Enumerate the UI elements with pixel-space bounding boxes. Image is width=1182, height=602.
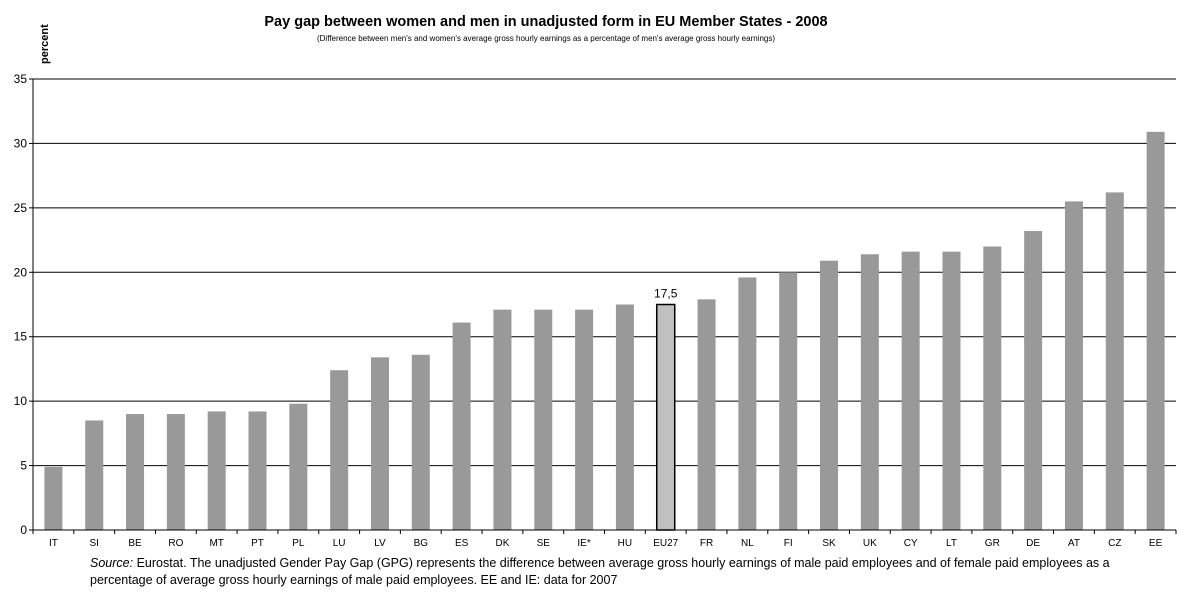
x-category-label: LT [946,538,957,549]
bar-eu27 [655,303,676,531]
x-category-label: AT [1068,538,1080,549]
bar-lu [330,370,349,530]
x-category-label: CZ [1108,538,1121,549]
bar-lv [370,357,389,530]
y-tick-label: 35 [14,72,28,86]
bar-cz [1105,192,1124,530]
bar-hu [615,304,634,530]
bar-cy [901,251,920,530]
x-category-label: FR [700,538,713,549]
bar-se [534,309,553,530]
x-category-label: MT [209,538,223,549]
bar-pl [289,403,308,530]
bar-chart: Pay gap between women and men in unadjus… [14,14,1177,549]
y-tick-label: 5 [20,459,27,473]
x-category-label: BG [414,538,429,549]
bar-si [85,420,104,530]
x-category-label: CY [904,538,918,549]
chart-subtitle: (Difference between men's and women's av… [317,34,775,43]
x-category-label: DK [495,538,509,549]
x-category-label: NL [741,538,754,549]
x-category-label: SE [537,538,551,549]
bar-de [1024,231,1043,530]
bar-bg [411,354,430,530]
bar-sk [820,260,839,530]
bar-uk [860,254,879,530]
axes [32,79,1176,531]
x-category-label: SI [90,538,99,549]
gridlines [33,78,1176,467]
source-label: Source: [90,556,134,570]
x-category-label: ES [455,538,469,549]
bar-at [1064,201,1083,530]
bar-lt [942,251,961,530]
bar-gr [983,246,1002,530]
bar-nl [738,277,757,530]
y-tick-label: 25 [14,201,28,215]
x-category-label: BE [128,538,142,549]
x-category-label: UK [863,538,877,549]
x-category-label: RO [168,538,183,549]
bar-it [44,466,63,530]
x-category-label: GR [985,538,1000,549]
y-tick-label: 15 [14,330,28,344]
bar-ee [1146,131,1165,530]
x-category-label: FI [784,538,793,549]
bar-es [452,322,471,530]
bar-fr [697,299,716,530]
bar-fi [779,272,798,530]
x-category-label: DE [1026,538,1040,549]
x-category-label: HU [618,538,632,549]
bar-ie [575,309,594,530]
x-category-label: PL [292,538,305,549]
x-category-label: SK [822,538,836,549]
bar-pt [248,411,267,530]
x-category-label: IE* [577,538,590,549]
x-category-label: LU [333,538,346,549]
y-axis-label: percent [39,24,51,64]
x-category-label: LV [374,538,386,549]
data-label-eu27: 17,5 [654,287,678,301]
y-tick-label: 0 [20,523,27,537]
y-tick-label: 10 [14,394,28,408]
x-category-label: EU27 [653,538,678,549]
bar-dk [493,309,512,530]
y-axis-ticks: 0 5 10 15 20 25 30 35 [14,72,33,537]
bar-ro [166,414,185,530]
source-text: Eurostat. The unadjusted Gender Pay Gap … [90,556,1110,587]
bars: 17,5 [44,131,1165,531]
x-category-label: PT [251,538,264,549]
x-category-label: IT [49,538,58,549]
y-tick-label: 20 [14,265,28,279]
x-axis-categories: IT SI BE RO MT PT PL LU LV BG ES DK SE IE* HU EU27 FR NL F… [32,530,1177,549]
source-note: Source: Eurostat. The unadjusted Gender … [90,555,1170,589]
bar-mt [207,411,226,530]
chart-title: Pay gap between women and men in unadjus… [264,14,827,30]
x-category-label: EE [1149,538,1163,549]
y-tick-label: 30 [14,136,28,150]
bar-be [126,414,145,530]
